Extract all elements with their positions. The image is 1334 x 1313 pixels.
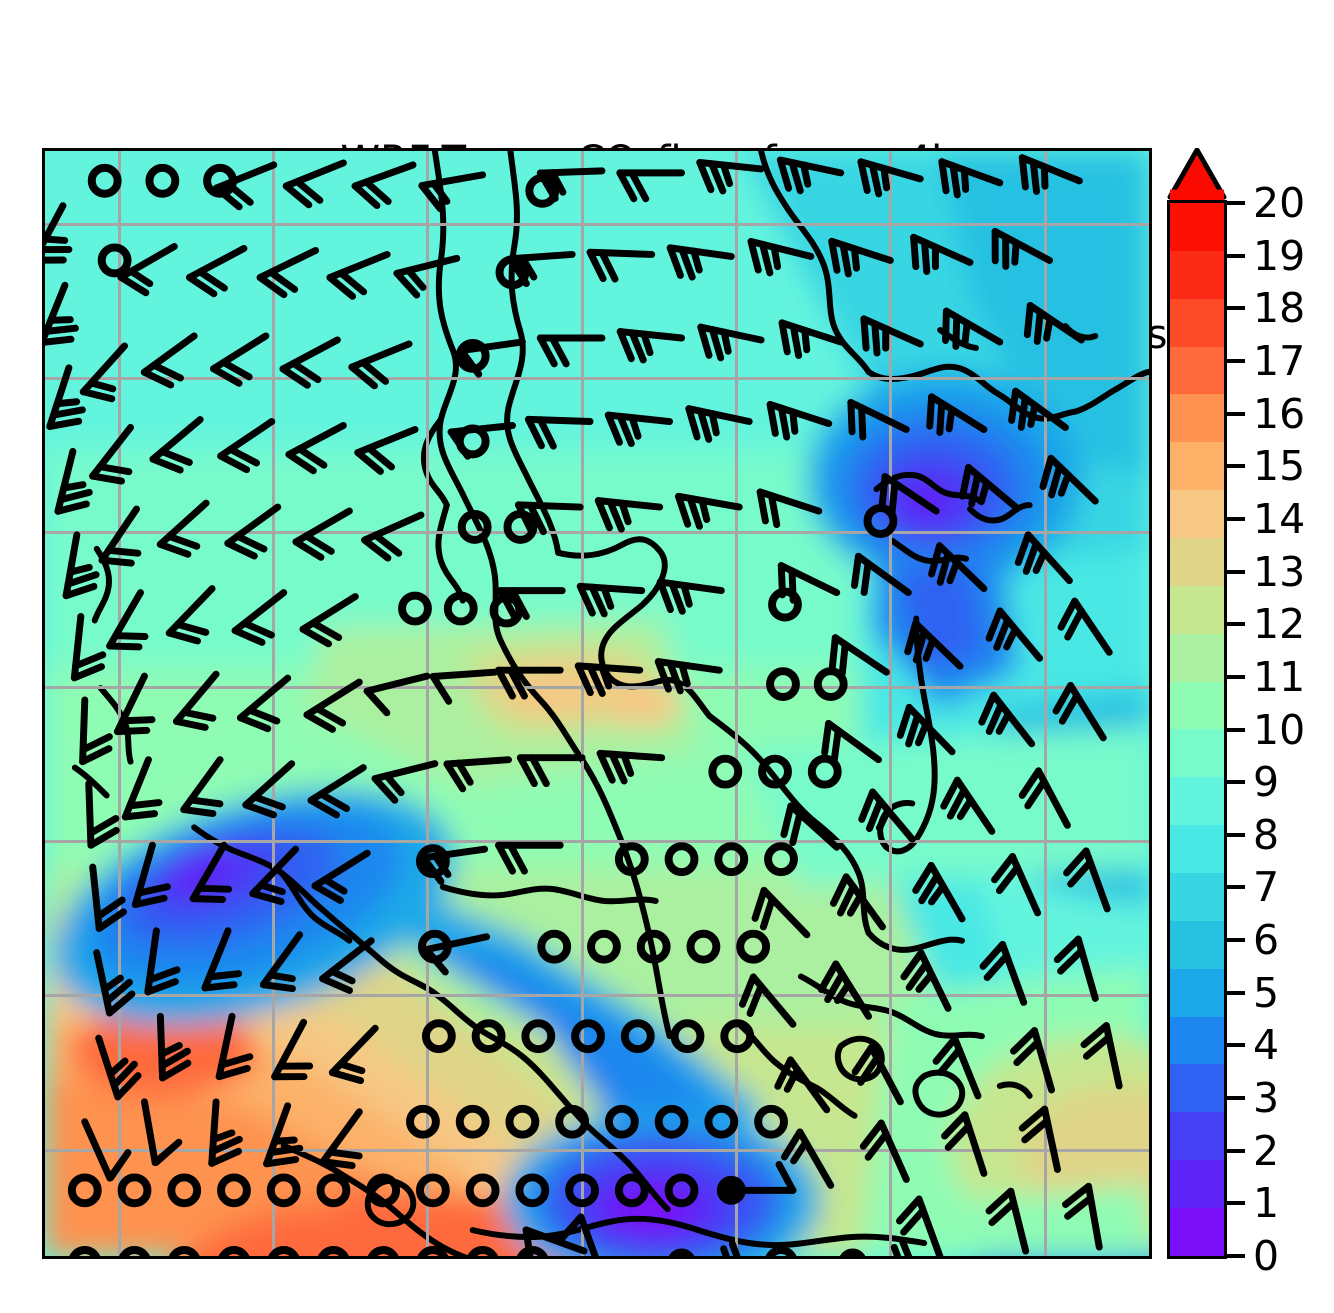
colorbar-segment [1170,633,1224,682]
colorbar-tick-mark [1227,1148,1245,1153]
colorbar-tick-label: 0 [1253,1232,1280,1280]
colorbar-segment [1170,681,1224,730]
colorbar-tick-mark [1227,569,1245,574]
colorbar-tick-mark [1227,780,1245,785]
grid-line-vertical [889,151,892,1256]
colorbar-segment [1170,585,1224,634]
colorbar-segment [1170,825,1224,874]
colorbar-tick-label: 6 [1253,916,1280,965]
colorbar-tick-mark [1227,253,1245,258]
grid-line-vertical [118,151,121,1256]
colorbar-tick-mark [1227,885,1245,890]
colorbar-extend-arrow-icon [1167,148,1227,200]
colorbar-tick-label: 19 [1253,231,1306,280]
colorbar-segment [1170,298,1224,347]
colorbar-segment [1170,490,1224,539]
colorbar-tick-mark [1227,674,1245,679]
colorbar-tick-label: 20 [1253,179,1306,227]
colorbar-tick-mark [1227,306,1245,311]
grid-line-horizontal [45,840,1149,843]
colorbar-tick-mark [1227,464,1245,469]
colorbar-tick-label: 10 [1253,705,1306,754]
colorbar-tick-mark [1227,516,1245,521]
map-panel[interactable] [42,148,1152,1259]
grid-line-vertical [426,151,429,1256]
colorbar-tick-label: 17 [1253,336,1306,385]
colorbar-tick-label: 2 [1253,1126,1280,1175]
colorbar-segment [1170,1160,1224,1209]
colorbar-tick-label: 7 [1253,863,1280,912]
colorbar-segment [1170,873,1224,921]
colorbar-tick-label: 16 [1253,389,1306,438]
colorbar-tick-mark [1227,1096,1245,1101]
grid-line-horizontal [45,223,1149,226]
colorbar-tick-mark [1227,990,1245,995]
colorbar-segment [1170,203,1224,251]
colorbar-tick-label: 18 [1253,284,1306,333]
colorbar-tick-mark [1227,1254,1245,1258]
wind-barb-group [45,158,1119,1256]
colorbar-segment [1170,968,1224,1017]
grid-line-horizontal [45,994,1149,997]
grid-line-horizontal [45,1149,1149,1152]
colorbar-tick-mark [1227,622,1245,627]
colorbar-tick-mark [1227,411,1245,416]
colorbar-tick-mark [1227,1043,1245,1048]
colorbar-segment [1170,777,1224,826]
colorbar-segment [1170,442,1224,491]
colorbar-tick-label: 1 [1253,1179,1280,1228]
colorbar-segment [1170,1208,1224,1256]
colorbar-tick-label: 5 [1253,968,1280,1017]
colorbar[interactable] [1167,148,1227,1259]
colorbar-segment [1170,250,1224,299]
colorbar-tick-label: 8 [1253,810,1280,859]
coastline-border-layer [71,151,1149,1256]
colorbar-segment [1170,1112,1224,1161]
colorbar-tick-label: 12 [1253,600,1306,649]
colorbar-tick-mark [1227,832,1245,837]
grid-line-vertical [272,151,275,1256]
colorbar-segment [1170,920,1224,969]
colorbar-segment [1170,729,1224,778]
colorbar-tick-label: 15 [1253,442,1306,491]
colorbar-tick-labels: 20 19 18 17 16 15 14 13 12 11 10 9 8 7 6 5 4 3 2 1 0 [1227,148,1334,1280]
colorbar-tick-mark [1227,727,1245,732]
wind-barbs-layer [45,151,1149,1256]
colorbar-tick-label: 9 [1253,758,1280,807]
colorbar-tick-mark [1227,358,1245,363]
colorbar-segment [1170,1016,1224,1065]
colorbar-segment [1170,538,1224,586]
colorbar-tick-label: 14 [1253,494,1306,543]
colorbar-segment [1170,1064,1224,1113]
colorbar-tick-label: 4 [1253,1021,1280,1070]
grid-line-vertical [735,151,738,1256]
grid-line-horizontal [45,531,1149,534]
grid-line-horizontal [45,377,1149,380]
colorbar-tick-label: 11 [1253,652,1306,701]
colorbar-tick-mark [1227,1201,1245,1206]
grid-line-vertical [1044,151,1047,1256]
grid-line-vertical [581,151,584,1256]
colorbar-gradient [1167,200,1227,1259]
colorbar-tick-mark [1227,201,1245,205]
colorbar-segment [1170,346,1224,395]
colorbar-tick-label: 3 [1253,1074,1280,1123]
colorbar-tick-label: 13 [1253,547,1306,596]
colorbar-tick-mark [1227,938,1245,943]
colorbar-segment [1170,394,1224,443]
